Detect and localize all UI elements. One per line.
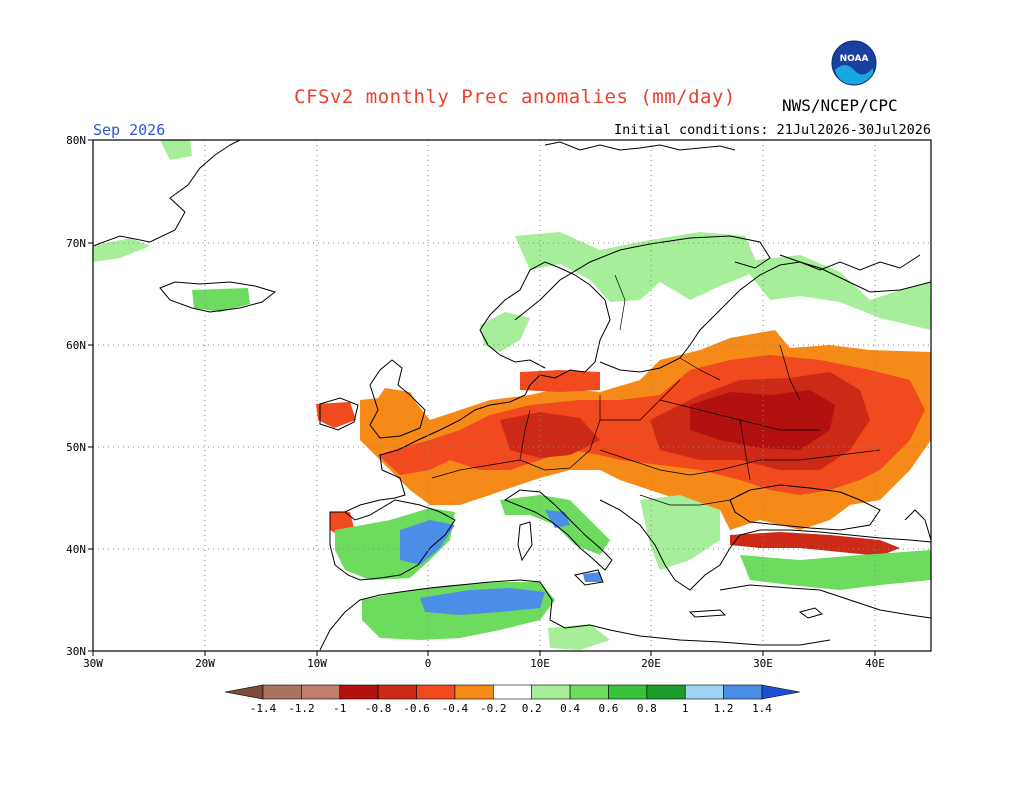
north-africa-wet-blue (420, 588, 545, 615)
colorbar-label: -1 (333, 702, 346, 715)
lon-label-0: 0 (425, 657, 432, 670)
lon-label-30e: 30E (753, 657, 773, 670)
colorbar-swatch (493, 684, 532, 700)
europe-coast (344, 261, 931, 513)
scandinavia-wet (515, 232, 760, 302)
map-frame (92, 139, 932, 652)
crete-coast (688, 609, 727, 618)
ireland-dry-orange (316, 402, 356, 428)
colorbar-label: -1.2 (288, 702, 315, 715)
colorbar-swatch (262, 684, 302, 700)
colorbar-label: 0.4 (560, 702, 580, 715)
colorbar-label: -1.4 (250, 702, 277, 715)
sicily-blue (583, 572, 602, 582)
iceland-coast (159, 281, 277, 313)
britain-coast (369, 359, 426, 439)
colorbar-label: 1 (682, 702, 689, 715)
sicily-coast (573, 569, 604, 586)
balkans-coast (599, 499, 931, 591)
lon-label-20e: 20E (641, 657, 661, 670)
colorbar-swatch (608, 684, 648, 700)
lat-label-80n: 80N (66, 134, 86, 147)
turkey-dry-band (730, 532, 900, 556)
lon-label-10w: 10W (307, 657, 327, 670)
colorbar-label: 0.2 (522, 702, 542, 715)
colorbar-label: -0.2 (480, 702, 507, 715)
caspian-coast (904, 509, 931, 541)
libya-wet (548, 624, 610, 650)
norway-coast-wet (480, 312, 530, 352)
ticks (88, 139, 876, 656)
colorbar-swatch (723, 684, 763, 700)
arctic-islands-coast (779, 254, 921, 271)
balkans-wet (640, 495, 720, 570)
black-sea-coast (729, 484, 881, 531)
spain-wet-blue (400, 520, 455, 565)
iberia-coast (329, 499, 456, 581)
lon-label-10e: 10E (530, 657, 550, 670)
noaa-logo-text: NOAA (840, 54, 869, 64)
italy-wet-blue (545, 510, 570, 528)
colorbar-swatch (531, 684, 571, 700)
colorbar: -1.4 -1.2 -1 -0.8 -0.6 -0.4 -0.2 0.2 0.4 0.6 0.8 1 1… (224, 684, 801, 715)
colorbar-swatch (377, 684, 417, 700)
turkey-wet (740, 550, 931, 590)
colorbar-label: 1.2 (714, 702, 734, 715)
agency-label: NWS/NCEP/CPC (782, 96, 898, 115)
sardinia-coast (517, 521, 533, 562)
france-germany-dry-core (500, 412, 600, 458)
baltic-dry (520, 370, 600, 392)
initial-conditions: Initial conditions: 21Jul2026-30Jul2026 (614, 122, 931, 138)
chart-title: CFSv2 monthly Prec anomalies (mm/day) (294, 86, 736, 108)
colorbar-swatch (684, 684, 724, 700)
colorbar-label: 0.8 (637, 702, 657, 715)
lon-label-40e: 40E (865, 657, 885, 670)
greenland-coast (93, 140, 241, 247)
noaa-logo: NOAA (831, 40, 877, 86)
lon-labels: 30W 20W 10W 0 10E 20E 30E 40E (83, 657, 885, 670)
anomaly-layer (93, 140, 931, 650)
colorbar-swatch (416, 684, 456, 700)
lat-label-70n: 70N (66, 237, 86, 250)
colorbar-arrow-right (761, 684, 801, 700)
turkey-south-coast (719, 584, 931, 619)
graticule (93, 140, 931, 651)
lon-label-30w: 30W (83, 657, 103, 670)
borders (431, 274, 881, 506)
lat-label-40n: 40N (66, 543, 86, 556)
colorbar-swatch (301, 684, 341, 700)
colorbar-swatch (339, 684, 379, 700)
italy-coast (503, 489, 613, 571)
colorbar-label: -0.4 (442, 702, 469, 715)
colorbar-swatch (646, 684, 686, 700)
lon-label-20w: 20W (195, 657, 215, 670)
scandinavia-north-coast (514, 235, 771, 321)
lat-label-50n: 50N (66, 441, 86, 454)
colorbar-label: 0.6 (599, 702, 619, 715)
colorbar-arrow-left (224, 684, 264, 700)
forecast-month: Sep 2026 (93, 121, 166, 139)
svalbard-coast (544, 141, 736, 151)
uk-dry-orange (370, 388, 420, 440)
africa-coast (319, 579, 831, 651)
arctic-russia-wet (740, 255, 931, 330)
colorbar-swatch (569, 684, 609, 700)
greenland-wet (93, 238, 150, 262)
cyprus-coast (798, 607, 824, 619)
greenland-east-wet (160, 140, 192, 160)
coastlines (93, 140, 931, 651)
colorbar-label: -0.8 (365, 702, 392, 715)
colorbar-label: -0.6 (403, 702, 430, 715)
colorbar-swatch (454, 684, 494, 700)
colorbar-label: 1.4 (752, 702, 772, 715)
lat-labels: 30N 40N 50N 60N 70N 80N (66, 134, 86, 658)
iceland-wet (192, 288, 250, 312)
ireland-coast (319, 397, 359, 431)
lat-label-60n: 60N (66, 339, 86, 352)
lat-label-30n: 30N (66, 645, 86, 658)
